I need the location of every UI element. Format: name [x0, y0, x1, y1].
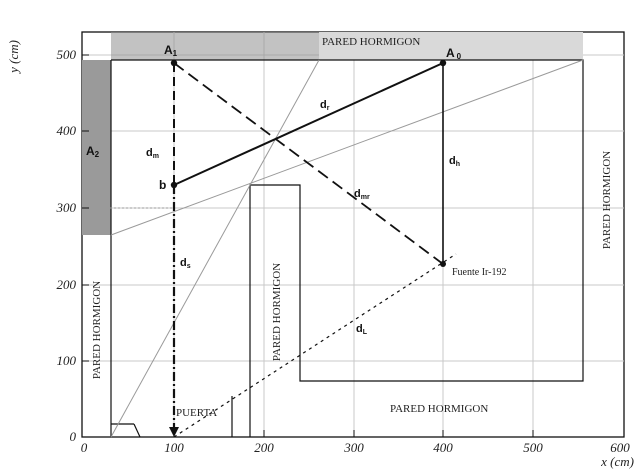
- wall-label-left: PARED HORMIGON: [91, 281, 103, 379]
- y-tick-400: 400: [57, 123, 77, 138]
- y-tick-0: 0: [70, 429, 77, 444]
- x-tick-600: 600: [610, 440, 630, 455]
- x-tick-500: 500: [523, 440, 543, 455]
- y-axis-title: y (cm): [6, 40, 21, 75]
- y-tick-500: 500: [57, 47, 77, 62]
- label-b: b: [159, 178, 166, 192]
- x-tick-100: 100: [164, 440, 184, 455]
- x-tick-200: 200: [254, 440, 274, 455]
- x-tick-400: 400: [433, 440, 453, 455]
- marker-A1: [171, 60, 177, 66]
- y-tick-200: 200: [57, 277, 77, 292]
- x-tick-0: 0: [81, 440, 88, 455]
- marker-b: [171, 182, 177, 188]
- marker-A0: [440, 60, 446, 66]
- top-wall-dark: [111, 32, 319, 60]
- marker-source: [440, 261, 446, 267]
- wall-label-bottom: PARED HORMIGON: [390, 403, 488, 415]
- label-source: Fuente Ir-192: [452, 267, 507, 278]
- x-tick-300: 300: [343, 440, 364, 455]
- door-label: PUERTA: [176, 407, 217, 419]
- wall-label-right: PARED HORMIGON: [601, 151, 613, 249]
- plot-frame: [82, 32, 624, 437]
- y-tick-300: 300: [56, 200, 77, 215]
- wall-label-top: PARED HORMIGON: [322, 36, 420, 48]
- wall-label-center: PARED HORMIGON: [271, 263, 283, 361]
- x-axis-title: x (cm): [600, 454, 634, 469]
- y-tick-100: 100: [57, 353, 77, 368]
